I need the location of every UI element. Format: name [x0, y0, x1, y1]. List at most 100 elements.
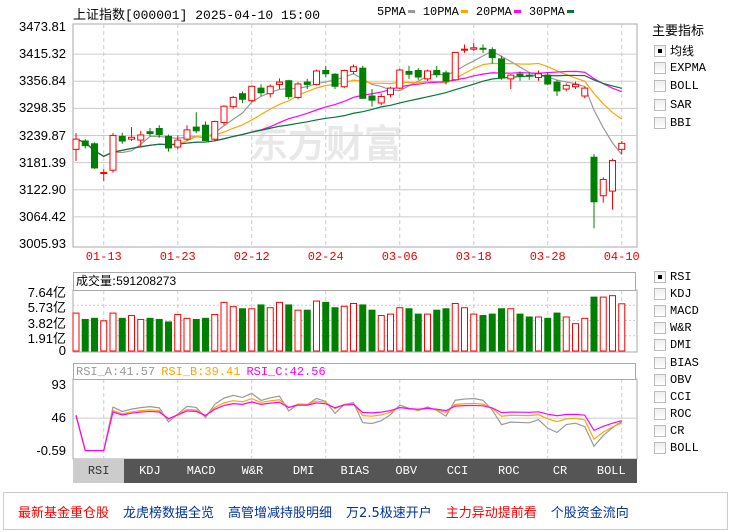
promo-link[interactable]: 万2.5极速开户 [346, 505, 432, 521]
x-tick-label: 01-23 [159, 250, 196, 264]
checkbox-label: BIAS [670, 355, 699, 370]
promo-link[interactable]: 龙虎榜数据全览 [123, 505, 215, 521]
legend-swatch [513, 10, 521, 14]
checkbox-icon[interactable] [654, 356, 666, 369]
candle [405, 65, 413, 79]
candle [340, 69, 348, 89]
checkbox-icon[interactable] [654, 322, 666, 335]
volume-bar [590, 296, 598, 352]
rsi-24-line [75, 401, 622, 452]
checkbox-roc[interactable]: ROC [654, 407, 692, 421]
promo-link[interactable]: 最新基金重仓股 [18, 505, 110, 521]
x-tick-label: 03-06 [381, 250, 418, 264]
candle [285, 79, 293, 100]
checkbox-label: BBI [670, 116, 692, 130]
y-tick-label: 3415.32 [19, 46, 66, 62]
indicator-tabs: RSI KDJ MACD W&R DMI BIAS OBV CCI ROC CR BOLL [73, 459, 637, 483]
checkbox-boll[interactable]: BOLL [654, 79, 699, 93]
checkbox-obv[interactable]: OBV [654, 373, 692, 387]
volume-bar [91, 317, 98, 352]
volume-bar [128, 315, 135, 352]
checkbox-kdj[interactable]: KDJ [654, 287, 692, 301]
tab-dmi[interactable]: DMI [292, 464, 315, 478]
checkbox-icon[interactable] [654, 390, 666, 403]
tab-roc[interactable]: ROC [497, 464, 520, 478]
y-tick-label: 3356.84 [19, 73, 66, 89]
x-tick-label: 03-18 [455, 250, 492, 264]
candle [165, 134, 172, 152]
checkbox-icon[interactable] [654, 271, 666, 283]
checkbox-均线[interactable]: 均线 [654, 42, 694, 59]
promo-link[interactable]: 个股资金流向 [550, 505, 629, 521]
checkbox-label: CR [670, 423, 685, 438]
tab-cci[interactable]: CCI [446, 464, 469, 478]
checkbox-macd[interactable]: MACD [654, 304, 699, 318]
tab-kdj[interactable]: KDJ [139, 464, 161, 478]
checkbox-cci[interactable]: CCI [654, 390, 692, 404]
y-tick-label: 3064.42 [19, 208, 66, 224]
checkbox-dmi[interactable]: DMI [654, 338, 692, 352]
volume-bar [488, 313, 496, 352]
checkbox-icon[interactable] [654, 373, 666, 386]
candle [479, 44, 487, 53]
volume-bar [377, 315, 385, 352]
tab-macd[interactable]: MACD [186, 464, 216, 478]
checkbox-icon[interactable] [654, 339, 666, 352]
volume-bar [109, 312, 117, 352]
volume-bar [405, 308, 413, 352]
tab-boll[interactable]: BOLL [596, 464, 626, 478]
promo-link[interactable]: 高管增减持股明细 [228, 505, 333, 521]
ma-legend: 5PMA 10PMA 20PMA 30PMA [377, 5, 582, 19]
checkbox-bbi[interactable]: BBI [654, 116, 692, 130]
volume-bar [553, 312, 561, 352]
checkbox-w-r[interactable]: W&R [654, 321, 692, 335]
y-tick-label: 3298.35 [19, 100, 66, 116]
volume-bar [276, 301, 283, 352]
tab-obv[interactable]: OBV [395, 464, 418, 478]
checkbox-icon[interactable] [654, 44, 666, 57]
checkbox-icon[interactable] [654, 424, 666, 437]
checkbox-bias[interactable]: BIAS [654, 356, 699, 370]
y-tick-label: 3181.39 [19, 154, 66, 170]
checkbox-icon[interactable] [654, 288, 666, 301]
checkbox-rsi[interactable]: RSI [654, 270, 692, 284]
tab-cr[interactable]: CR [552, 464, 568, 478]
candle [146, 128, 154, 137]
checkbox-expma[interactable]: EXPMA [654, 61, 706, 75]
volume-bar [507, 308, 515, 352]
tab-bias[interactable]: BIAS [340, 464, 370, 478]
checkbox-label: SAR [670, 97, 692, 112]
candle [294, 82, 302, 100]
checkbox-icon[interactable] [654, 61, 666, 74]
checkbox-label: ROC [670, 406, 692, 421]
promo-link[interactable]: 主力异动提前看 [445, 505, 537, 521]
volume-value: 591208273 [116, 274, 177, 288]
checkbox-sar[interactable]: SAR [654, 98, 692, 112]
legend-swatch [566, 10, 574, 14]
candle [535, 70, 542, 81]
rsi-value-label: RSI_C:42.56 [246, 365, 326, 379]
checkbox-boll[interactable]: BOLL [654, 441, 699, 455]
panel-frame [72, 378, 638, 460]
checkbox-icon[interactable] [654, 407, 666, 420]
rsi-tick-label: -0.59 [36, 443, 66, 458]
candle [498, 55, 505, 80]
tab-w-r[interactable]: W&R [241, 464, 264, 478]
checkbox-icon[interactable] [654, 80, 666, 92]
candle [118, 132, 126, 144]
checkbox-icon[interactable] [654, 442, 666, 454]
candle [396, 68, 404, 90]
checkbox-label: OBV [670, 372, 692, 387]
volume-bar [461, 307, 468, 352]
candle [590, 153, 598, 229]
checkbox-cr[interactable]: CR [654, 424, 684, 438]
candle [220, 105, 228, 126]
checkbox-icon[interactable] [654, 305, 666, 318]
volume-bar [248, 308, 256, 352]
checkbox-icon[interactable] [654, 117, 666, 129]
checkbox-icon[interactable] [654, 98, 666, 111]
volume-tick-label: 7.64亿 [27, 285, 66, 300]
checkbox-label: BOLL [670, 79, 699, 93]
volume-bar [368, 309, 376, 352]
tab-rsi[interactable]: RSI [73, 459, 125, 483]
